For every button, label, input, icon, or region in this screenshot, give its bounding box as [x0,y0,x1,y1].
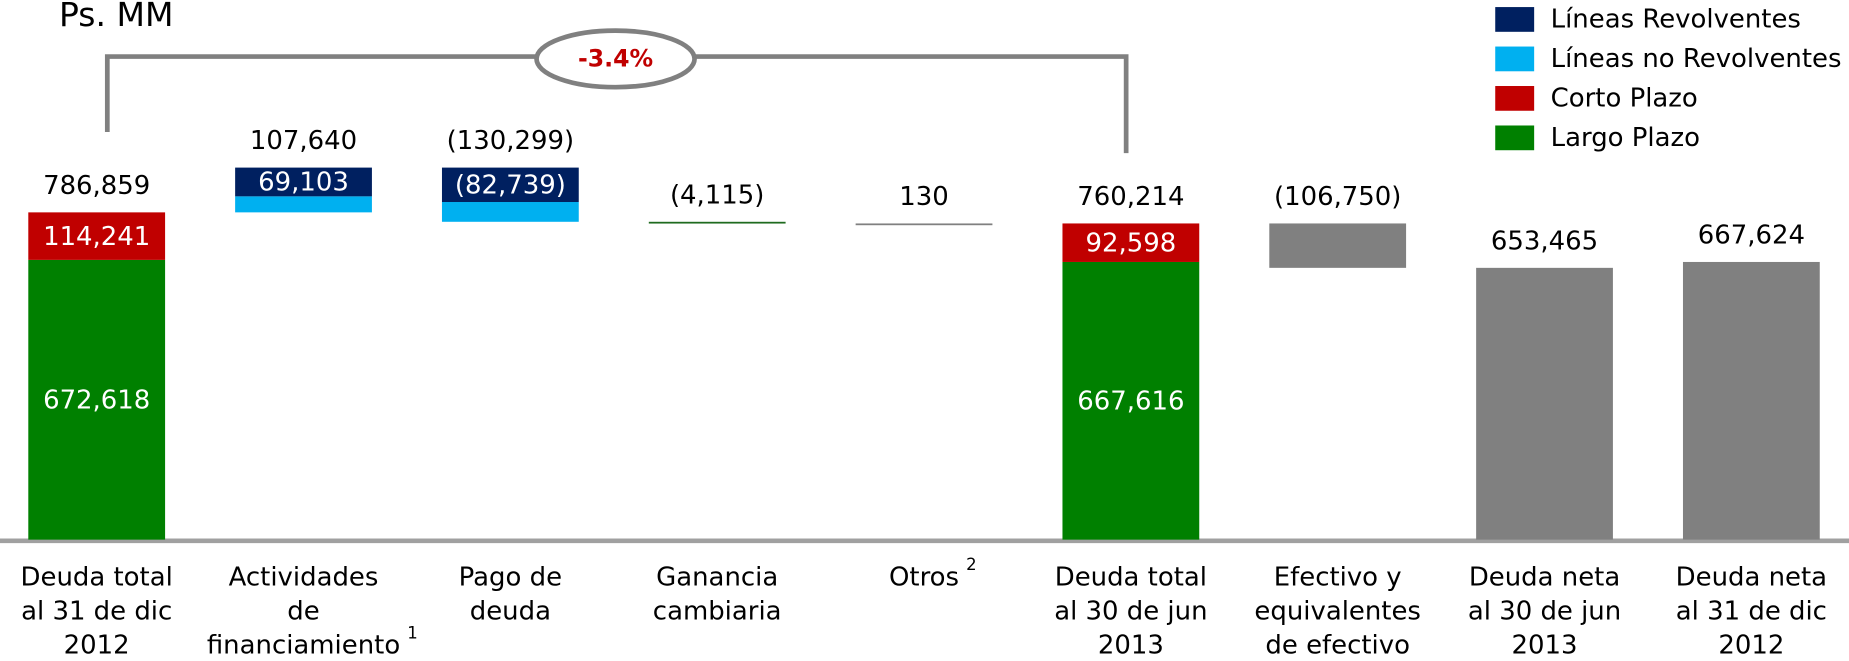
bar-segment [28,259,166,540]
annotation: -3.4% [578,45,653,73]
footnote-marker: 1 [407,623,418,642]
value-label: 760,214 [1077,182,1184,212]
bar [855,223,993,226]
bar-segment [441,167,579,203]
x-tick-label: Actividades de financiamiento [207,562,400,660]
legend-swatch [1495,7,1535,32]
bar [1476,267,1613,540]
segment-label: 92,598 [1085,228,1176,258]
value-label: 130 [899,182,949,212]
bar-segment [1062,223,1200,262]
bar [1682,261,1820,540]
bar [1269,223,1407,268]
legend-swatch [1495,125,1535,151]
bar-segment [441,202,579,222]
x-tick-label: Deuda neta al 31 de dic 2012 [1676,562,1827,660]
value-label: 653,465 [1491,226,1598,256]
value-label: (4,115) [670,180,764,210]
bar [648,221,786,224]
segment-label: 672,618 [43,385,150,415]
x-tick-label: Deuda neta al 30 de jun 2013 [1468,562,1621,660]
segment-label: 667,616 [1077,386,1184,416]
x-tick-label: Deuda total al 31 de dic 2012 [21,562,173,660]
segment-label: 69,103 [258,168,349,198]
value-label: 107,640 [250,126,357,156]
legend-label: Líneas no Revolventes [1551,44,1842,74]
x-tick-label: Pago de deuda [459,562,562,626]
value-label: 786,859 [43,171,150,201]
annotation-ellipse [534,28,697,90]
bar-segment [235,196,372,213]
bar-segment [28,212,166,260]
legend-label: Largo Plazo [1551,123,1700,153]
x-tick-label: Deuda total al 30 de jun 2013 [1054,562,1207,660]
legend-label: Corto Plazo [1551,83,1698,113]
segment-label: (82,739) [455,170,566,200]
bar-segment [235,167,372,197]
value-label: (130,299) [447,126,574,156]
x-tick-label: Otros [889,562,959,592]
x-tick-label: Ganancia cambiaria [653,562,782,626]
legend-swatch [1495,46,1535,72]
segment-label: 114,241 [43,222,150,252]
legend-label: Líneas Revolventes [1551,5,1801,35]
legend-swatch [1495,86,1535,111]
footnote-marker: 2 [966,555,977,574]
x-tick-label: Efectivo y equivalentes de efectivo [1254,562,1421,660]
value-label: 667,624 [1698,221,1805,251]
bar-segment [1062,261,1200,540]
chart-title: Ps. MM [59,0,173,34]
value-label: (106,750) [1274,182,1401,212]
